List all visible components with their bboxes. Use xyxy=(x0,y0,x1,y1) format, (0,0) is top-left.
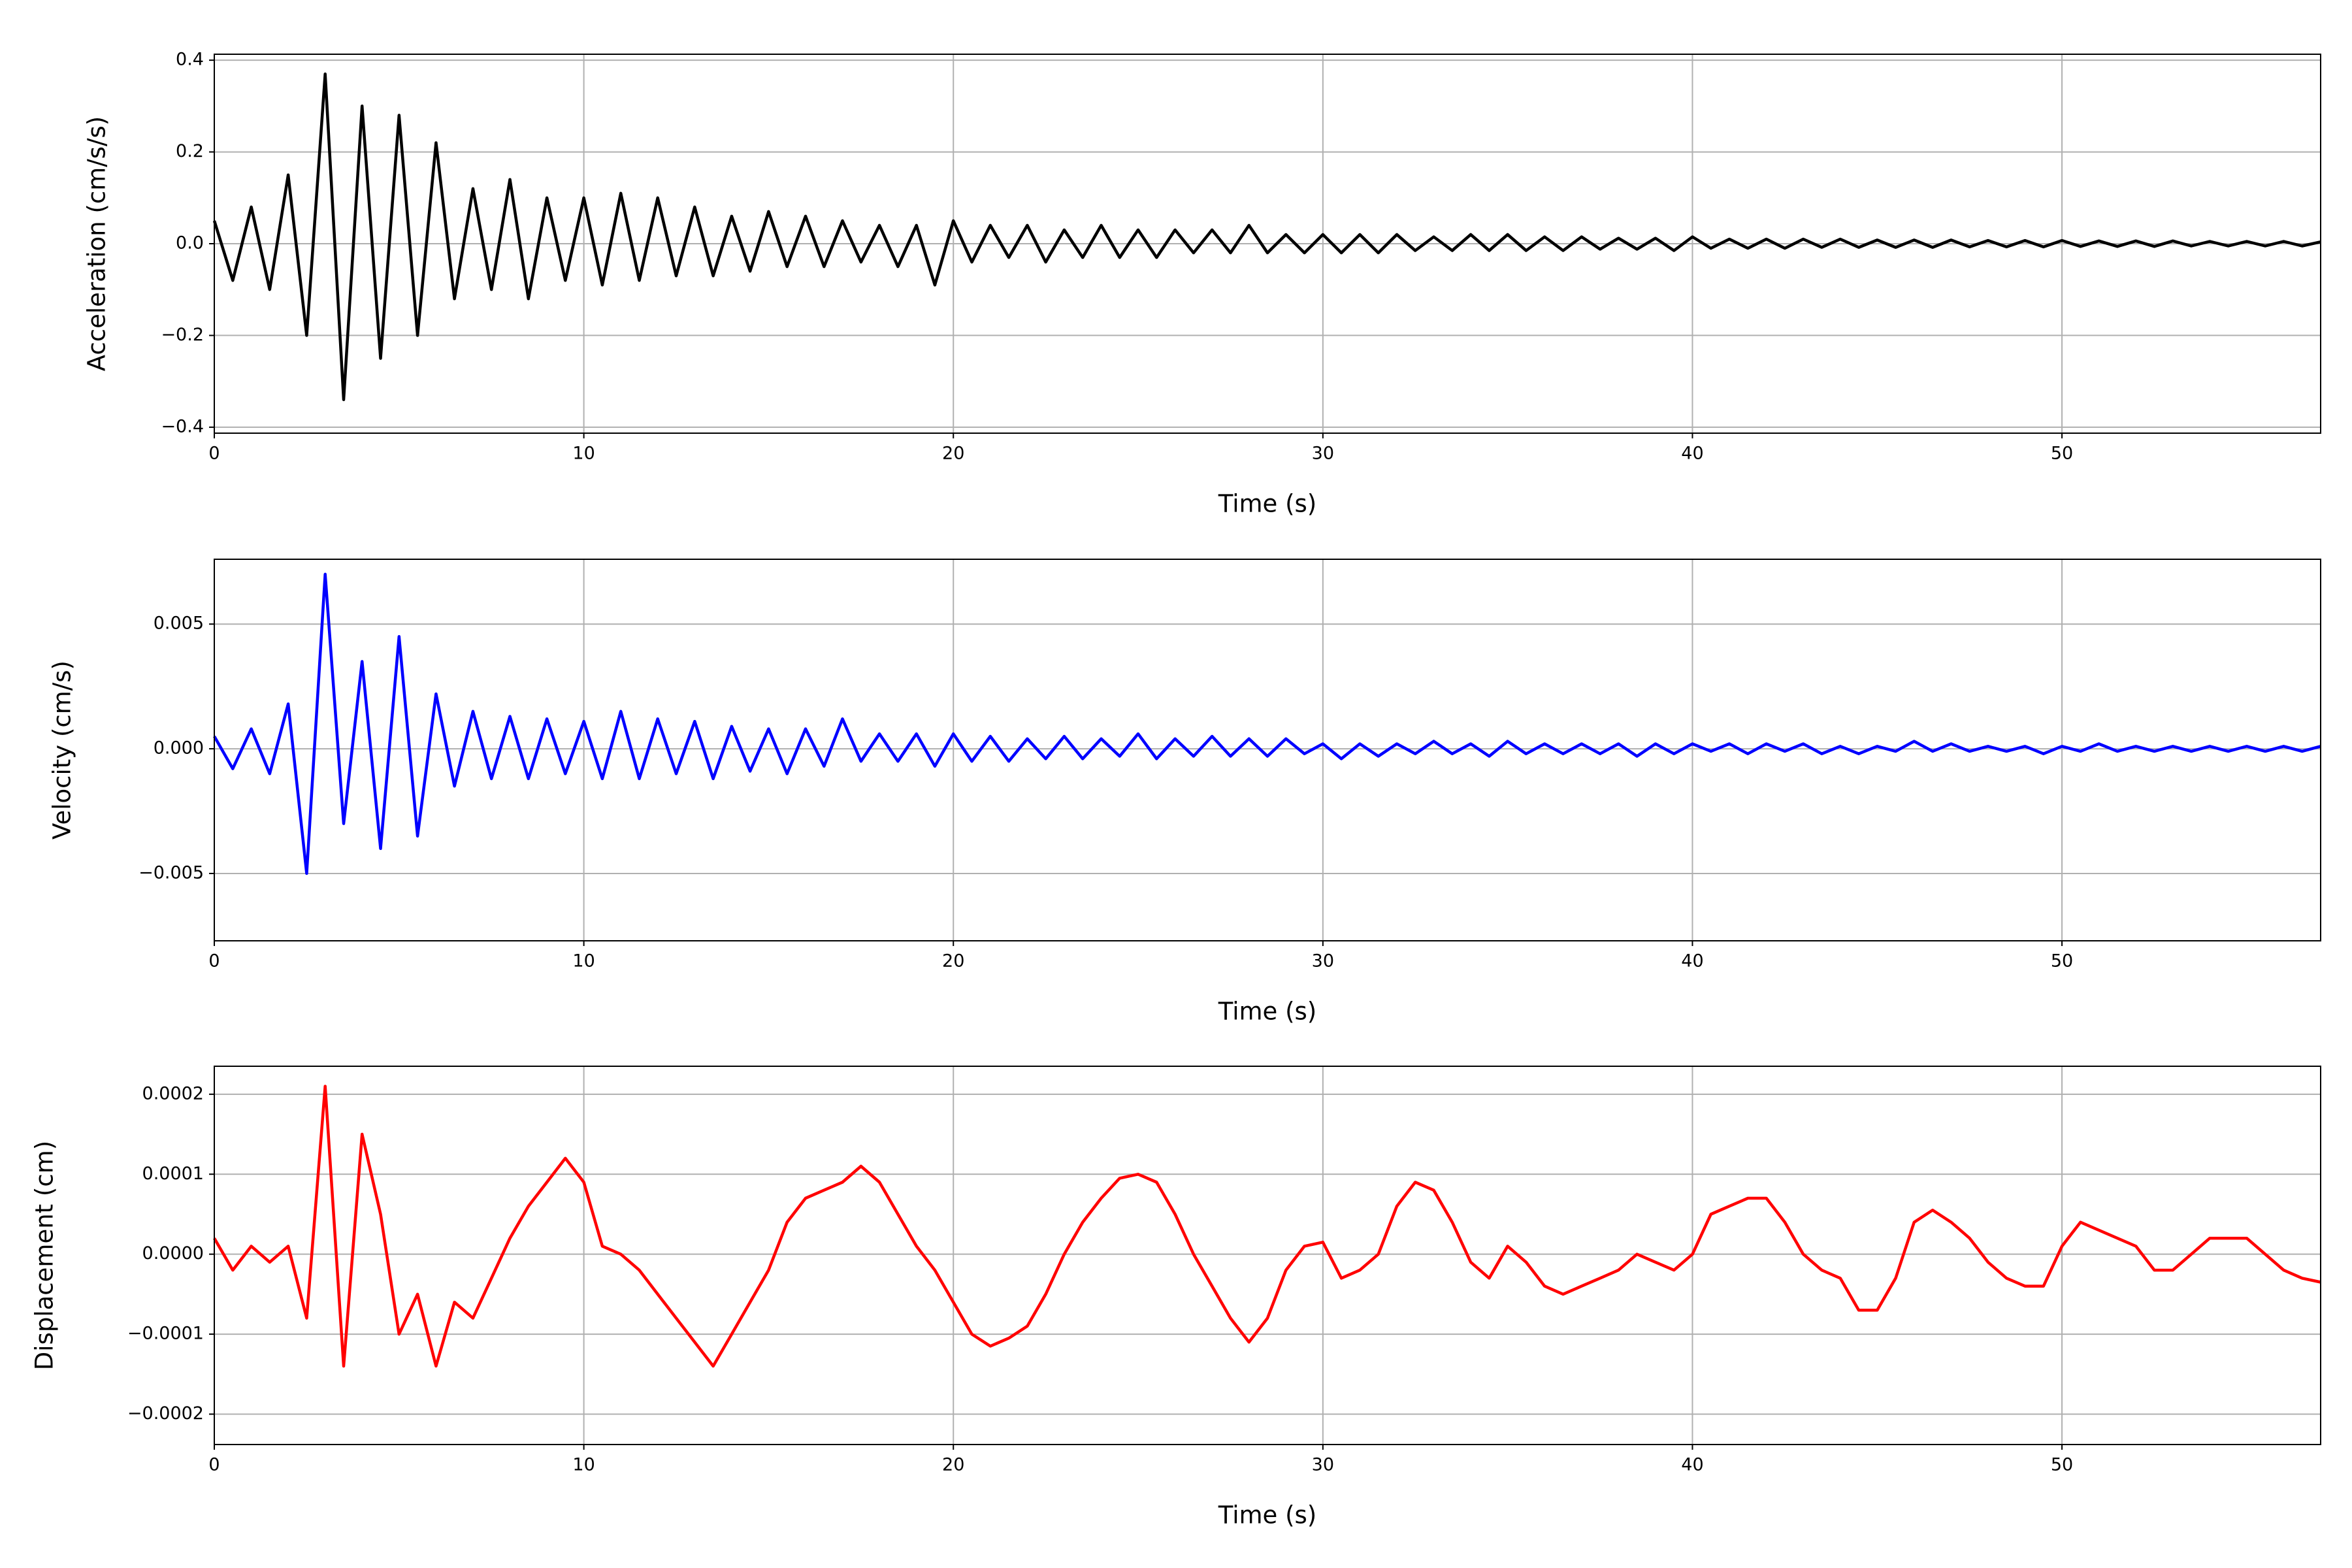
y-tick-label: 0.0000 xyxy=(142,1243,204,1264)
x-tick-label: 30 xyxy=(1312,444,1334,464)
y-tick-label: 0.0 xyxy=(176,233,204,253)
x-tick-label: 30 xyxy=(1312,951,1334,972)
axes-frame xyxy=(214,54,2321,434)
y-tick-label: 0.0001 xyxy=(142,1164,204,1184)
x-tick-label: 50 xyxy=(2051,951,2073,972)
x-tick-label: 10 xyxy=(572,951,595,972)
x-axis-label: Time (s) xyxy=(1218,998,1316,1026)
x-tick-label: 30 xyxy=(1312,1455,1334,1475)
y-tick-label: −0.2 xyxy=(161,325,204,345)
y-tick-label: −0.005 xyxy=(139,862,204,883)
y-tick-label: 0.4 xyxy=(176,50,204,70)
x-tick-label: 0 xyxy=(208,1455,220,1475)
axes-frame xyxy=(214,559,2321,941)
x-tick-label: 40 xyxy=(1681,1455,1703,1475)
x-tick-label: 40 xyxy=(1681,951,1703,972)
x-axis-label: Time (s) xyxy=(1218,1501,1316,1529)
x-tick-label: 50 xyxy=(2051,1455,2073,1475)
y-tick-label: 0.005 xyxy=(154,613,204,634)
data-line xyxy=(213,1085,2321,1368)
x-tick-label: 20 xyxy=(942,444,964,464)
x-tick-label: 0 xyxy=(208,444,220,464)
x-tick-label: 10 xyxy=(572,444,595,464)
x-tick-label: 0 xyxy=(208,951,220,972)
y-axis-label: Velocity (cm/s) xyxy=(48,661,76,840)
x-axis-label: Time (s) xyxy=(1218,490,1316,518)
data-line xyxy=(213,572,2321,875)
y-tick-label: −0.0001 xyxy=(127,1324,204,1344)
y-tick-label: 0.000 xyxy=(154,738,204,759)
axes-frame xyxy=(214,1066,2321,1445)
y-tick-label: 0.0002 xyxy=(142,1083,204,1103)
x-tick-label: 50 xyxy=(2051,444,2073,464)
y-axis-label: Displacement (cm) xyxy=(31,1141,59,1370)
x-tick-label: 20 xyxy=(942,1455,964,1475)
y-tick-label: −0.4 xyxy=(161,416,204,436)
data-line xyxy=(212,72,2321,401)
y-tick-label: −0.0002 xyxy=(127,1403,204,1424)
x-tick-label: 20 xyxy=(942,951,964,972)
y-tick-label: 0.2 xyxy=(176,141,204,161)
y-axis-label: Acceleration (cm/s/s) xyxy=(83,116,111,371)
x-tick-label: 10 xyxy=(572,1455,595,1475)
x-tick-label: 40 xyxy=(1681,444,1703,464)
